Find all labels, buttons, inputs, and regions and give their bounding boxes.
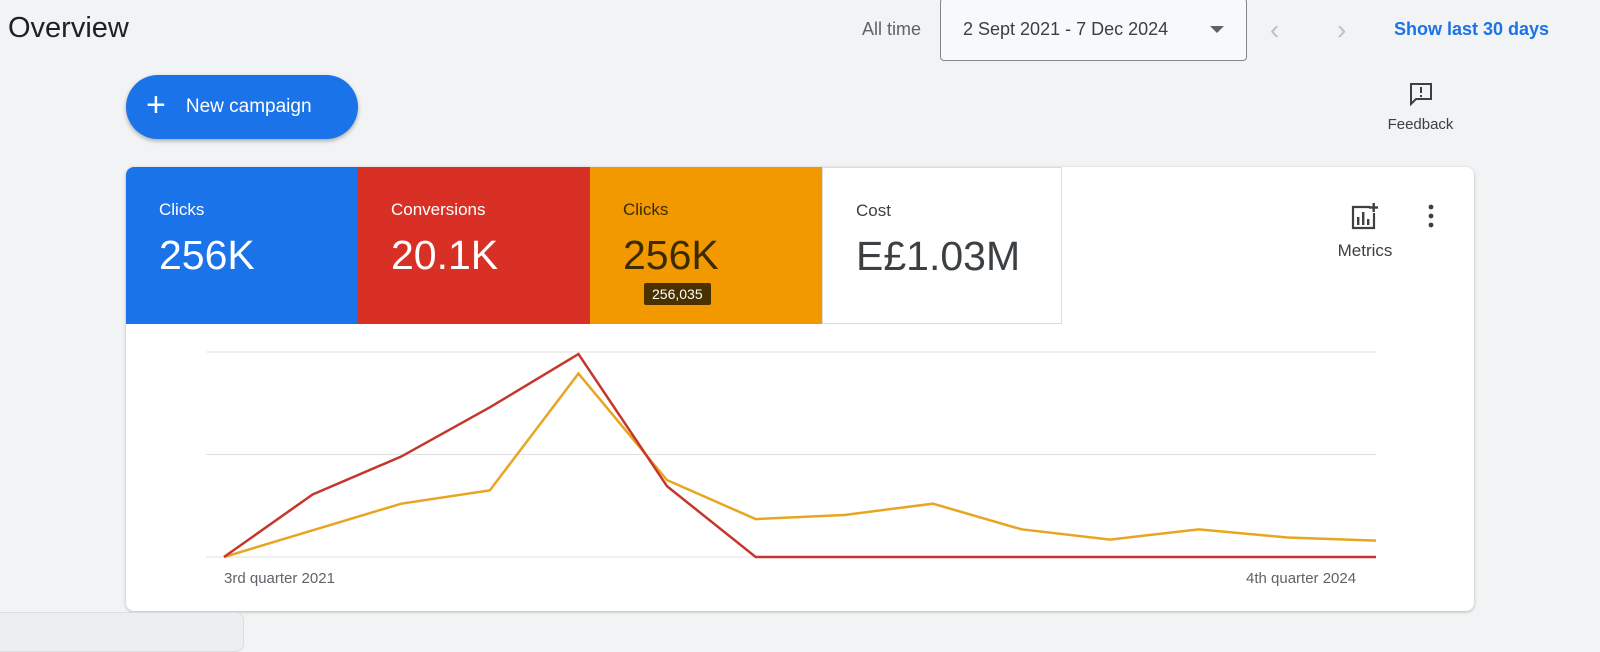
x-tick-label: 4th quarter 2024 [1246,570,1356,587]
show-last-30-days-link[interactable]: Show last 30 days [1394,19,1549,40]
chevron-left-icon[interactable]: ‹ [1270,14,1279,46]
page-title: Overview [8,12,129,45]
x-tick-label: 3rd quarter 2021 [224,570,335,587]
feedback-button[interactable]: Feedback [1378,80,1463,133]
date-range-value: 2 Sept 2021 - 7 Dec 2024 [963,19,1168,40]
series-line-conversions [224,354,1376,557]
dropdown-arrow-icon [1210,26,1224,33]
new-campaign-button[interactable]: + New campaign [126,75,358,139]
feedback-label: Feedback [1388,116,1454,133]
performance-line-chart [126,167,1474,611]
date-range-picker[interactable]: 2 Sept 2021 - 7 Dec 2024 [940,0,1247,61]
period-label: All time [862,19,921,40]
plus-icon: + [146,86,166,125]
chevron-right-icon[interactable]: › [1337,14,1346,46]
bottom-panel-tab[interactable] [0,612,244,652]
new-campaign-label: New campaign [186,96,312,118]
series-line-clicks [224,374,1376,557]
feedback-icon [1407,80,1435,108]
